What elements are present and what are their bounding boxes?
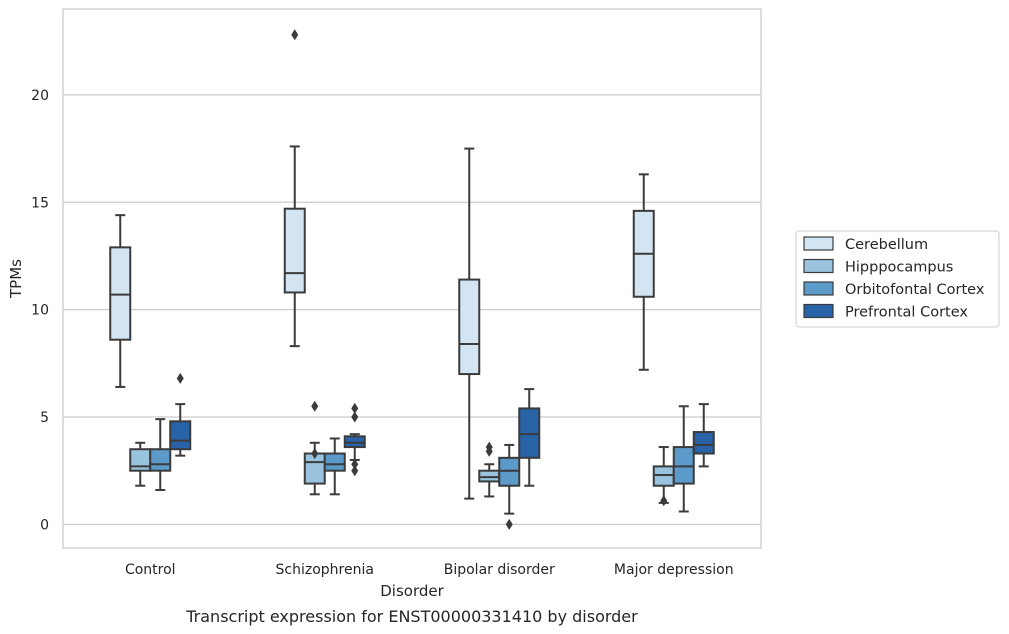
legend-frame — [795, 230, 1000, 328]
y-tick-label: 10 — [31, 303, 49, 319]
outlier-point — [351, 465, 359, 477]
outlier-point — [660, 495, 668, 507]
chart-caption: Transcript expression for ENST0000033141… — [185, 607, 638, 626]
box — [149, 418, 172, 492]
legend-label: Hipppocampus — [845, 260, 953, 276]
y-tick-label: 0 — [40, 517, 49, 533]
plot-frame — [62, 8, 762, 549]
box — [303, 400, 326, 496]
outlier-point — [351, 411, 359, 423]
box-body — [343, 435, 366, 449]
legend-swatch — [803, 281, 834, 296]
x-tick-labels: Control Schizophrenia Bipolar disorder Majo… — [125, 562, 734, 578]
box — [458, 147, 481, 500]
box — [652, 446, 675, 507]
box-body — [458, 278, 481, 376]
box-plots — [109, 29, 715, 530]
x-tick-label: Schizophrenia — [276, 562, 374, 578]
box — [672, 405, 695, 513]
box — [692, 403, 715, 468]
outlier-point — [311, 400, 319, 412]
x-axis-label: Disorder — [380, 582, 444, 600]
legend-swatch — [803, 303, 834, 319]
box-body — [323, 452, 346, 472]
box-body — [652, 465, 675, 487]
box — [109, 214, 132, 388]
box — [632, 173, 655, 371]
box-body — [129, 448, 152, 472]
y-tick-label: 20 — [31, 88, 49, 104]
legend-label: Cerebellum — [845, 237, 928, 253]
outlier-point — [505, 518, 513, 530]
box — [283, 29, 306, 348]
box — [169, 372, 192, 457]
outlier-point — [291, 29, 299, 41]
legend-swatch — [803, 236, 834, 251]
x-tick-label: Bipolar disorder — [444, 562, 555, 578]
y-tick-labels: 0 5 10 15 20 — [31, 88, 49, 533]
box — [498, 443, 521, 530]
box-body — [692, 431, 715, 455]
box-body — [478, 469, 501, 483]
x-tick-label: Major depression — [614, 562, 734, 578]
y-tick-label: 15 — [31, 195, 49, 211]
box-body — [672, 446, 695, 485]
outlier-point — [351, 458, 359, 470]
y-tick-label: 5 — [40, 410, 49, 426]
y-axis-label: TPMs — [7, 259, 25, 299]
box-body — [498, 456, 521, 487]
x-tick-label: Control — [125, 562, 176, 578]
outlier-point — [176, 372, 184, 384]
box — [478, 441, 501, 498]
box-body — [109, 246, 132, 341]
box-body — [283, 207, 306, 294]
legend-label: Orbitofontal Cortex — [845, 282, 985, 298]
box — [343, 402, 366, 477]
legend-swatch — [803, 258, 834, 274]
box — [129, 441, 152, 487]
legend-label: Prefrontal Cortex — [845, 305, 968, 321]
box — [518, 388, 541, 487]
box-body — [149, 448, 172, 472]
outlier-point — [351, 402, 359, 414]
box — [323, 437, 346, 496]
box-body — [518, 407, 541, 459]
legend: Cerebellum Hipppocampus Orbitofontal Corte… — [795, 230, 1000, 328]
outlier-point — [485, 441, 493, 453]
box-body — [169, 420, 192, 451]
outlier-point — [311, 448, 319, 460]
